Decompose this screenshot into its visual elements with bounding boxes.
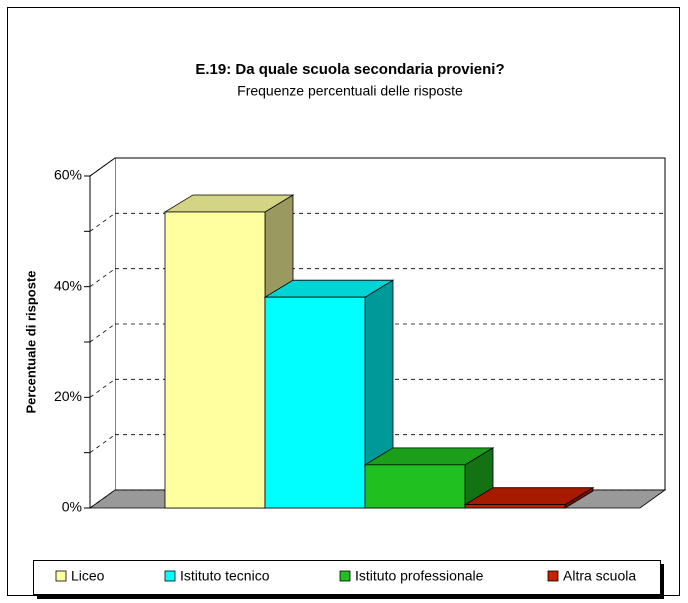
- legend-swatch: [547, 570, 559, 582]
- side-wall: [90, 158, 115, 508]
- chart-title: E.19: Da quale scuola secondaria provien…: [195, 61, 504, 78]
- grid-line-side: [89, 323, 116, 343]
- legend-swatch: [164, 570, 176, 582]
- legend-swatch: [339, 570, 351, 582]
- grid-line-side: [89, 379, 116, 398]
- bar: [264, 296, 366, 509]
- bar: [364, 464, 466, 509]
- grid-line-side: [89, 434, 116, 453]
- y-tick-label: 20%: [54, 388, 82, 404]
- y-axis-title: Percentuale di risposte: [23, 270, 38, 413]
- grid-line-side: [89, 213, 116, 232]
- y-tick-label: 60%: [54, 167, 82, 183]
- chart-subtitle: Frequenze percentuali delle risposte: [237, 83, 463, 99]
- legend-label: Liceo: [71, 568, 105, 584]
- bar: [464, 504, 566, 509]
- legend-label: Istituto professionale: [355, 568, 484, 584]
- side-top-edge: [89, 157, 116, 177]
- grid-line-side: [89, 489, 116, 509]
- grid-line-side: [89, 268, 116, 287]
- y-tick-label: 0%: [62, 499, 82, 515]
- bar: [164, 211, 266, 509]
- legend-swatch: [55, 570, 67, 582]
- y-tick-label: 40%: [54, 277, 82, 293]
- legend-label: Istituto tecnico: [180, 568, 270, 584]
- legend-label: Altra scuola: [563, 568, 636, 584]
